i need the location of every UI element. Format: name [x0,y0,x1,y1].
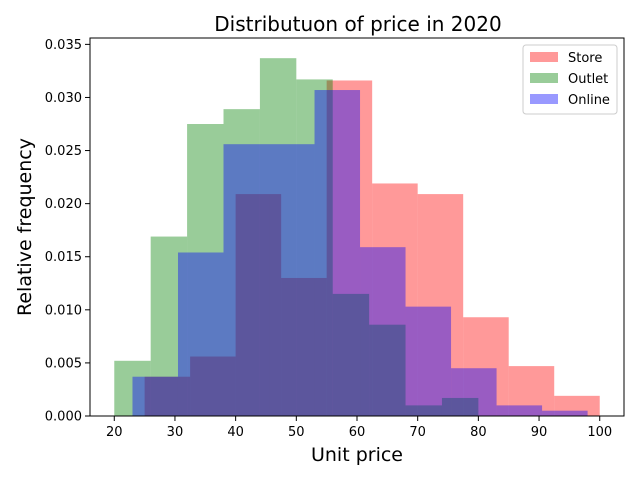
x-tick-label: 70 [409,425,426,440]
bar-outlet-9 [441,397,479,416]
y-tick-label: 0.020 [45,197,82,212]
bar-outlet-1 [150,236,188,416]
x-tick-label: 30 [167,425,184,440]
y-tick-label: 0.035 [45,38,82,53]
bar-outlet-3 [223,109,260,417]
bar-store-1 [190,356,236,416]
legend-frame [522,44,618,115]
legend-swatch-store [530,52,558,62]
chart-title: Distributuon of price in 2020 [214,12,501,36]
y-axis-ticks: 0.000 0.005 0.010 0.015 0.020 0.025 0.030 0.035 [45,38,90,425]
bar-outlet-2 [187,124,224,416]
bar-online-7 [451,368,497,416]
y-tick-label: 0.005 [45,356,82,371]
bar-outlet-4 [259,58,297,416]
x-tick-label: 60 [349,425,366,440]
legend-label-store: Store [568,51,602,66]
bar-online-9 [542,410,588,416]
bar-online-4 [314,90,361,417]
x-tick-label: 50 [288,425,305,440]
legend-swatch-online [530,94,558,104]
x-tick-label: 20 [106,425,123,440]
y-tick-label: 0.025 [45,144,82,159]
bar-store-3 [281,277,327,416]
bar-store-4 [326,80,373,416]
bar-online-8 [496,405,543,416]
legend-label-online: Online [568,93,610,108]
x-tick-label: 40 [227,425,244,440]
legend: Store Outlet Online [522,44,618,115]
bar-store-7 [463,317,509,416]
bar-store-8 [508,366,555,416]
bar-online-2 [223,144,270,416]
bar-online-3 [269,144,315,416]
bar-store-0 [144,376,191,416]
bar-online-5 [360,247,406,416]
bar-online-1 [177,252,224,416]
bars-layer [114,58,600,417]
x-tick-label: 100 [587,425,612,440]
bar-store-5 [372,183,418,416]
bar-store-2 [235,194,282,416]
y-tick-label: 0.000 [45,410,82,425]
bar-outlet-7 [369,324,406,416]
bar-store-6 [417,194,464,416]
y-tick-label: 0.010 [45,303,82,318]
y-tick-label: 0.015 [45,250,82,265]
bar-outlet-6 [332,293,370,416]
x-axis-ticks: 20 30 40 50 60 70 80 90 100 [106,416,612,440]
x-axis-title: Unit price [311,444,403,466]
y-axis-title: Relative frequency [14,138,36,316]
y-tick-label: 0.030 [45,91,82,106]
legend-label-outlet: Outlet [568,72,608,87]
bar-outlet-0 [114,360,151,416]
x-tick-label: 80 [470,425,487,440]
legend-swatch-outlet [530,73,558,83]
bar-outlet-5 [296,79,333,417]
bar-outlet-8 [405,405,442,416]
bar-online-6 [405,306,452,416]
bar-online-0 [132,376,178,416]
bar-store-9 [554,395,600,416]
x-tick-label: 90 [531,425,548,440]
